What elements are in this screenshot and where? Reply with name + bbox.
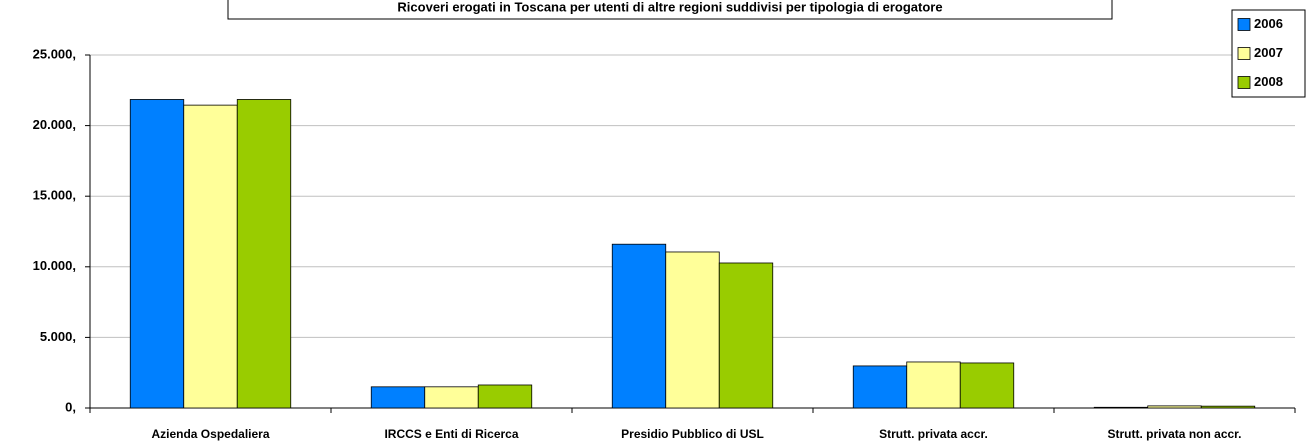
x-tick-label: Azienda Ospedaliera — [151, 427, 269, 441]
bar — [852, 365, 908, 409]
y-tick-label: 25.000, — [33, 46, 76, 61]
y-tick-label: 15.000, — [33, 188, 76, 203]
bar — [370, 386, 426, 409]
bar — [611, 243, 667, 409]
y-tick-label: 20.000, — [33, 117, 76, 132]
x-tick-label: Strutt. privata accr. — [879, 427, 988, 441]
x-tick-label: Strutt. privata non accr. — [1107, 427, 1241, 441]
legend-label: 2006 — [1254, 16, 1283, 31]
bar — [477, 384, 533, 409]
bar — [906, 361, 961, 409]
legend-swatch — [1237, 18, 1251, 31]
bar — [1147, 405, 1202, 409]
chart-title: Ricoveri erogati in Toscana per utenti d… — [397, 0, 942, 14]
bar — [959, 362, 1015, 409]
y-tick-label: 5.000, — [40, 329, 76, 344]
bar — [718, 262, 774, 409]
bar — [236, 99, 292, 409]
title-box — [227, 0, 1113, 20]
bar — [183, 104, 238, 409]
legend-label: 2008 — [1254, 74, 1283, 89]
legend-swatch — [1237, 47, 1251, 60]
bar — [424, 386, 479, 409]
x-tick-label: IRCCS e Enti di Ricerca — [384, 427, 518, 441]
y-tick-label: 10.000, — [33, 258, 76, 273]
bar — [1200, 405, 1256, 409]
legend-label: 2007 — [1254, 45, 1283, 60]
bar — [1093, 406, 1149, 409]
legend-swatch — [1237, 76, 1251, 89]
bar — [129, 99, 185, 409]
x-tick-label: Presidio Pubblico di USL — [621, 427, 764, 441]
y-tick-label: 0, — [65, 399, 76, 414]
bar — [665, 251, 720, 409]
